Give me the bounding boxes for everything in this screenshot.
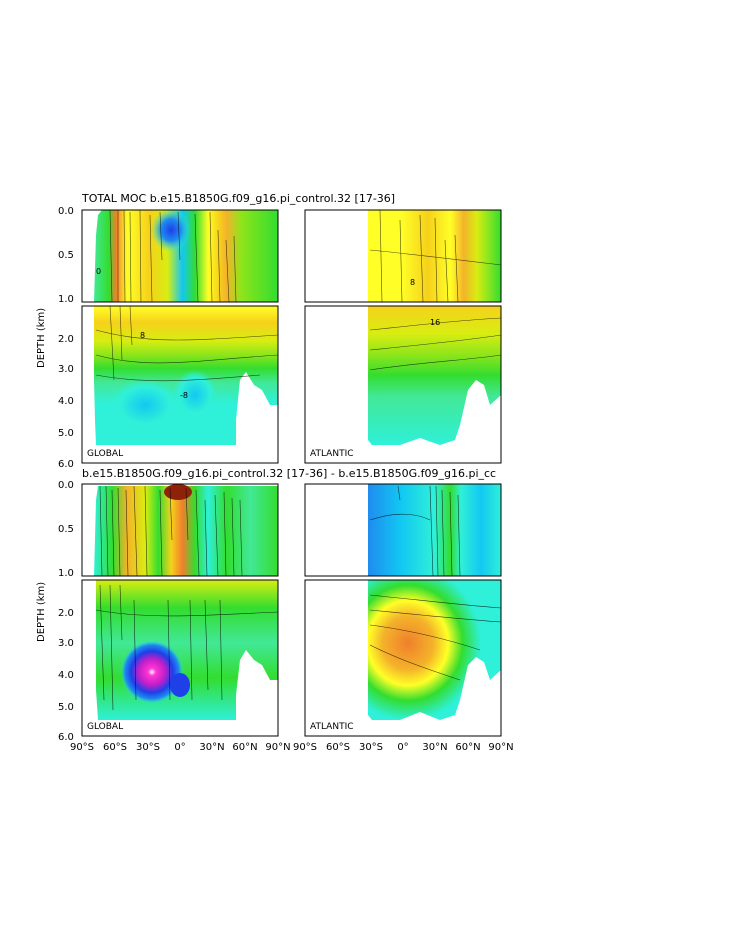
bottom-x-axis-global: 90°S 60°S 30°S 0° 30°N 60°N 90°N	[70, 742, 291, 753]
bottom-ytick-2: 2.0	[58, 608, 74, 619]
top-y-axis: 0.0 0.5 1.0 2.0 3.0 4.0 5.0 6.0 DEPTH (k…	[36, 206, 74, 470]
xtick-g-30s: 30°S	[136, 742, 160, 753]
xtick-a-0: 0°	[397, 742, 408, 753]
bottom-global-lower-panel: GLOBAL	[81, 579, 279, 737]
top-atlantic-upper-panel	[304, 209, 502, 303]
contour-label-neg8-glob: -8	[180, 391, 188, 400]
top-global-label: GLOBAL	[87, 449, 123, 459]
bottom-ylabel: DEPTH (km)	[36, 582, 47, 642]
xtick-a-30s: 30°S	[359, 742, 383, 753]
xtick-g-60s: 60°S	[103, 742, 127, 753]
bottom-atlantic-upper-panel	[304, 483, 502, 577]
top-global-upper-panel	[81, 208, 279, 303]
top-ytick-3: 3.0	[58, 364, 74, 375]
xtick-g-90s: 90°S	[70, 742, 94, 753]
contour-label-0-glob: 0	[96, 267, 101, 276]
contour-label-16-atl2: 16	[430, 318, 440, 327]
xtick-g-30n: 30°N	[199, 742, 224, 753]
contour-label-16-atl: 8	[410, 278, 415, 287]
top-ytick-4: 4.0	[58, 396, 74, 407]
contour-labels: 8 16 8 -8 0	[96, 267, 440, 400]
top-atlantic-lower-panel: ATLANTIC	[304, 305, 502, 464]
bottom-global-label: GLOBAL	[87, 722, 123, 732]
bottom-ytick-6: 6.0	[58, 732, 74, 743]
xtick-a-60s: 60°S	[326, 742, 350, 753]
bottom-title: b.e15.B1850G.f09_g16.pi_control.32 [17-3…	[82, 467, 496, 480]
xtick-a-30n: 30°N	[422, 742, 447, 753]
bottom-y-axis: 0.0 0.5 1.0 2.0 3.0 4.0 5.0 6.0 DEPTH (k…	[36, 480, 74, 743]
top-ytick-2: 2.0	[58, 334, 74, 345]
contour-label-8-glob: 8	[140, 331, 145, 340]
bottom-global-upper-panel	[81, 483, 279, 577]
bottom-ytick-05: 0.5	[58, 524, 74, 535]
top-global-lower-panel: GLOBAL	[81, 305, 279, 464]
bottom-x-axis-atlantic: 90°S 60°S 30°S 0° 30°N 60°N 90°N	[293, 742, 514, 753]
top-title: TOTAL MOC b.e15.B1850G.f09_g16.pi_contro…	[81, 192, 395, 205]
bottom-ytick-5: 5.0	[58, 702, 74, 713]
bottom-ytick-4: 4.0	[58, 670, 74, 681]
bottom-ytick-3: 3.0	[58, 638, 74, 649]
top-ytick-5: 5.0	[58, 428, 74, 439]
top-ytick-6: 6.0	[58, 459, 74, 470]
xtick-g-0: 0°	[174, 742, 185, 753]
top-ylabel: DEPTH (km)	[36, 308, 47, 368]
bottom-atlantic-label: ATLANTIC	[310, 722, 354, 732]
bottom-ytick-1: 1.0	[58, 568, 74, 579]
xtick-a-90s: 90°S	[293, 742, 317, 753]
xtick-g-60n: 60°N	[232, 742, 257, 753]
xtick-g-90n: 90°N	[265, 742, 290, 753]
top-ytick-1: 1.0	[58, 294, 74, 305]
top-ytick-0: 0.0	[58, 206, 74, 217]
bottom-ytick-0: 0.0	[58, 480, 74, 491]
xtick-a-90n: 90°N	[488, 742, 513, 753]
top-atlantic-label: ATLANTIC	[310, 449, 354, 459]
xtick-a-60n: 60°N	[455, 742, 480, 753]
bottom-atlantic-lower-panel: ATLANTIC	[304, 579, 502, 737]
top-ytick-05: 0.5	[58, 250, 74, 261]
